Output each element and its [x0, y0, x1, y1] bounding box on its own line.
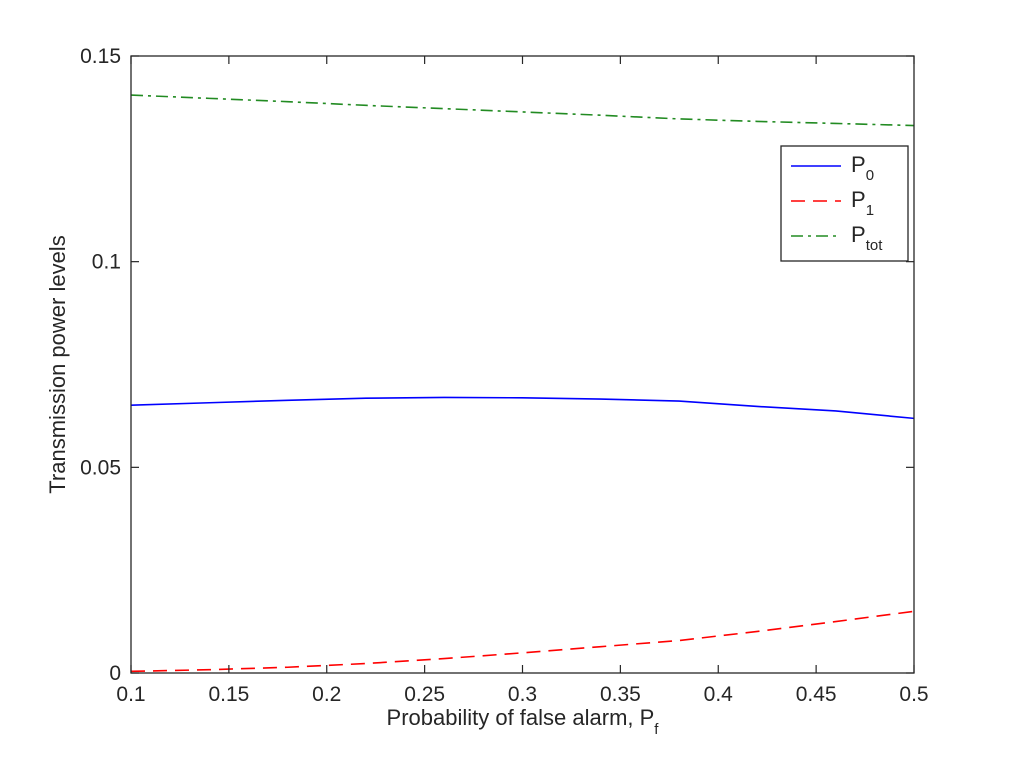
- series-line-0: [130, 396, 915, 420]
- legend-label-main: P: [851, 152, 866, 177]
- y-tick-label: 0.15: [80, 45, 121, 68]
- x-tick-label: 0.45: [796, 683, 837, 706]
- x-tick-label: 0.2: [312, 683, 341, 706]
- series-line-tot: [130, 94, 915, 127]
- series-layer: [130, 94, 915, 673]
- legend-box: [780, 145, 909, 262]
- x-axis-title-subscript: f: [654, 721, 659, 738]
- x-tick-label: 0.3: [508, 683, 537, 706]
- x-tick-label: 0.35: [600, 683, 641, 706]
- legend-label-subscript: 1: [866, 202, 874, 219]
- x-axis-title: Probability of false alarm, Pf: [387, 705, 660, 738]
- y-tick-label: 0.1: [92, 251, 121, 274]
- legend-label-main: P: [851, 222, 866, 247]
- x-tick-label: 0.1: [116, 683, 145, 706]
- y-tick-label: 0: [109, 662, 121, 685]
- ticks-layer: 0.1 0.15 0.2 0.25 0.3 0.35 0.4 0.45 0.500.050.10…: [80, 45, 928, 706]
- legend-label-subscript: tot: [866, 237, 884, 254]
- legend-label-subscript: 0: [866, 167, 874, 184]
- x-tick-label: 0.25: [404, 683, 445, 706]
- x-axis-title-text: Probability of false alarm, P: [387, 705, 655, 730]
- x-tick-label: 0.5: [899, 683, 928, 706]
- x-tick-label: 0.4: [704, 683, 734, 706]
- x-tick-label: 0.15: [208, 683, 249, 706]
- y-tick-label: 0.05: [80, 456, 121, 479]
- legend-label-1: P1: [851, 187, 874, 219]
- legend-label-main: P: [851, 187, 866, 212]
- legend-label-0: P0: [851, 152, 874, 184]
- legend-label-tot: Ptot: [851, 222, 883, 254]
- y-axis-title: Transmission power levels: [45, 235, 70, 493]
